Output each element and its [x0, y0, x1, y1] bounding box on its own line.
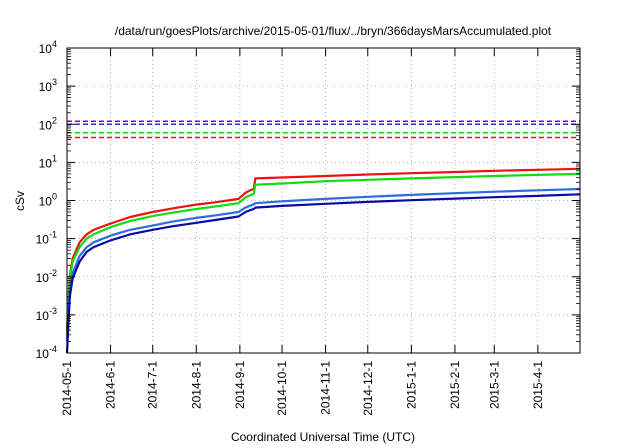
series-line — [65, 172, 581, 335]
series-lines — [65, 167, 581, 354]
y-tick-label: 104 — [39, 39, 57, 56]
x-tick-label: 2014-10-1 — [275, 361, 289, 416]
x-tick-label: 2014-11-1 — [319, 361, 333, 415]
x-axis-label: Coordinated Universal Time (UTC) — [231, 430, 415, 444]
x-tick-label: 2014-8-1 — [189, 361, 203, 409]
y-tick-label: 102 — [39, 115, 57, 132]
x-tick-label: 2015-3-1 — [487, 361, 501, 409]
y-tick-label: 10-4 — [36, 344, 57, 361]
x-tick-label: 2014-6-1 — [104, 361, 118, 409]
chart-title: /data/run/goesPlots/archive/2015-05-01/f… — [115, 24, 552, 38]
x-tick-label: 2014-12-1 — [361, 361, 375, 416]
axis-ticks — [66, 47, 580, 354]
x-tick-label: 2015-1-1 — [404, 361, 418, 409]
series-line — [65, 187, 581, 342]
series-line — [65, 193, 581, 354]
grid — [67, 48, 580, 353]
y-tick-label: 10-3 — [36, 306, 57, 323]
y-tick-label: 100 — [39, 192, 57, 209]
x-tick-label: 2014-9-1 — [233, 361, 247, 409]
series-line — [65, 167, 581, 331]
x-tick-label: 2014-7-1 — [146, 361, 160, 409]
y-tick-label: 10-1 — [36, 230, 57, 247]
y-tick-label: 103 — [39, 77, 57, 94]
x-tick-label: 2014-05-1 — [60, 361, 74, 416]
x-tick-labels: 2014-05-1 2014-6-1 2014-7-1 2014-8-1 2014-9-… — [60, 361, 545, 416]
y-tick-labels: 10-4 10-3 10-2 10-1 100 101 102 103 104 — [36, 39, 57, 361]
y-axis-label: cSv — [13, 191, 27, 211]
reference-lines — [67, 120, 580, 139]
y-tick-label: 101 — [39, 153, 57, 170]
x-tick-label: 2015-2-1 — [448, 361, 462, 409]
y-tick-label: 10-2 — [36, 268, 57, 285]
x-tick-label: 2015-4-1 — [531, 361, 545, 409]
